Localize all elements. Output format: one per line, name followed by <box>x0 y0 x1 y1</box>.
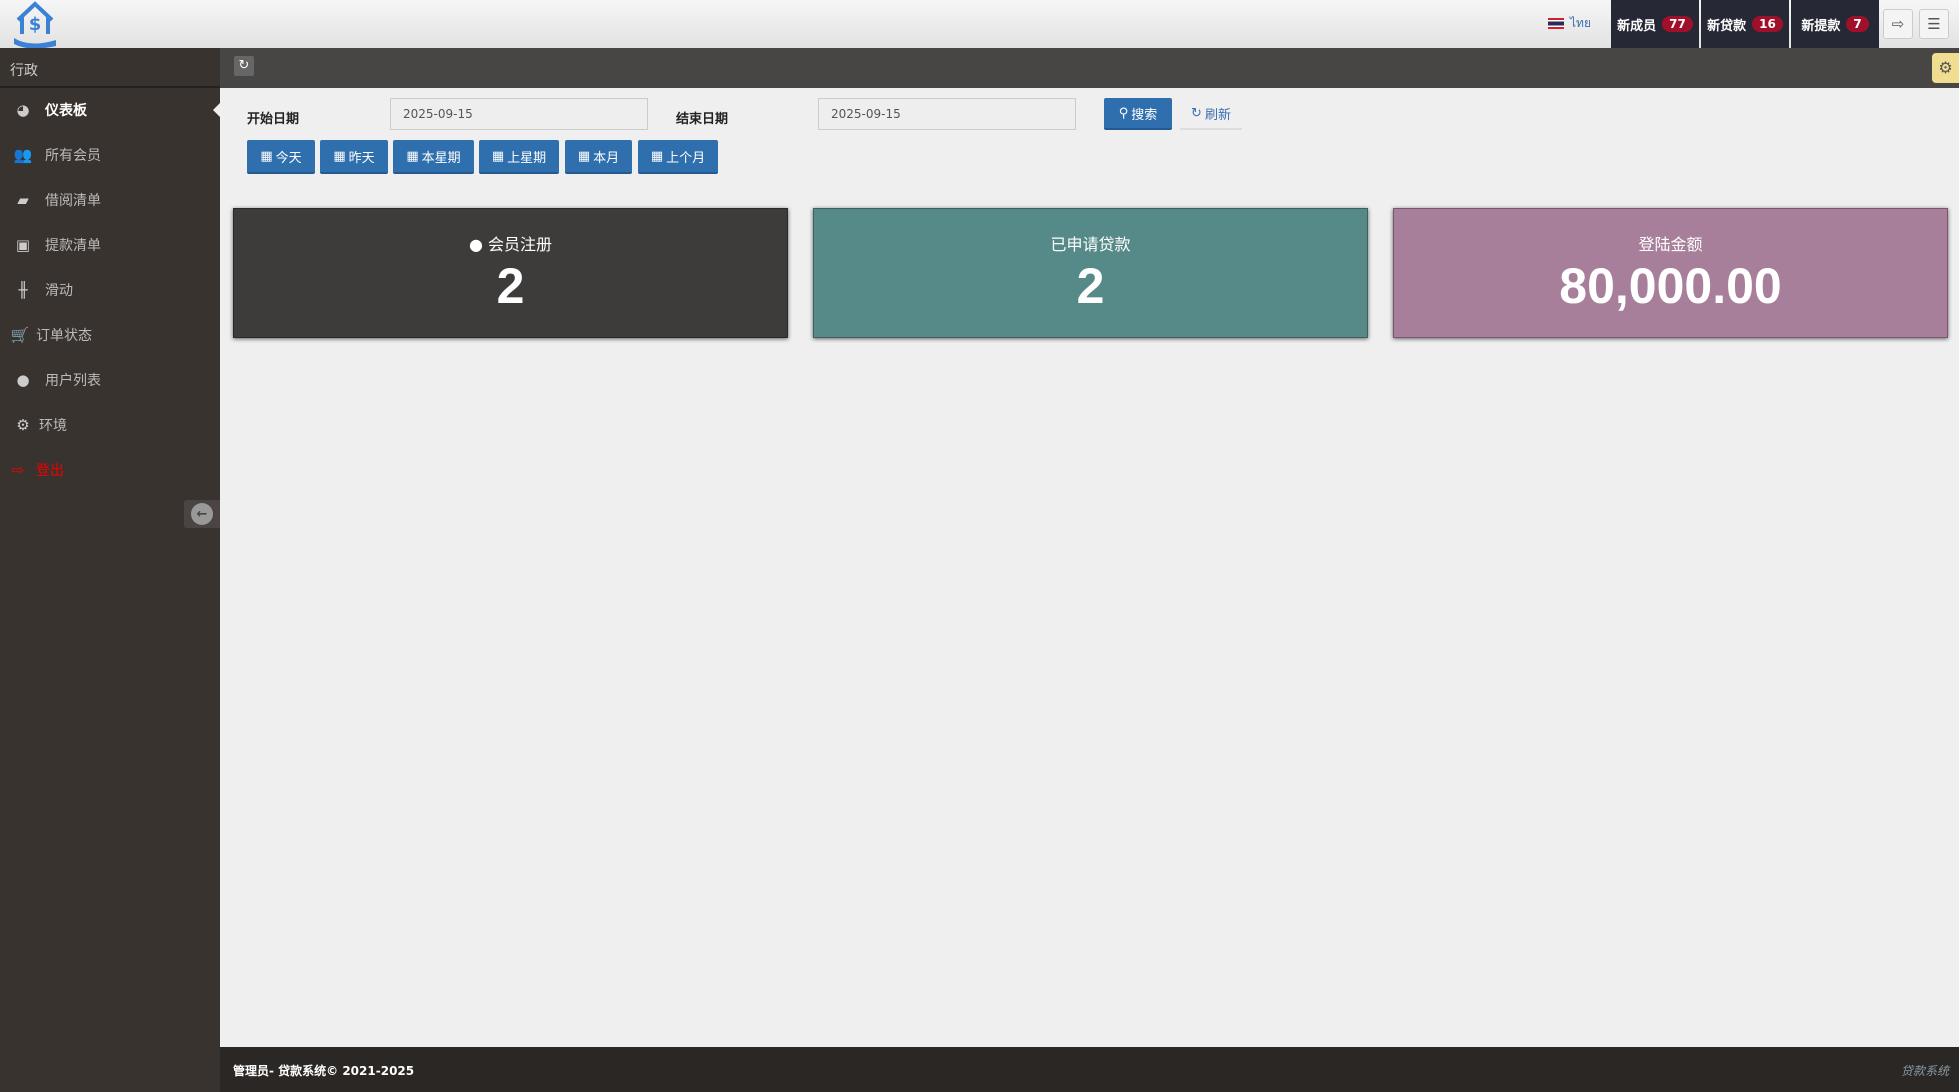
sidebar-item-label: 滑动 <box>45 283 73 299</box>
sign-out-icon: ⇨ <box>1891 15 1905 33</box>
stat-card-login-amount: 登陆金额 80,000.00 <box>1393 208 1948 338</box>
count-badge: 16 <box>1752 16 1783 32</box>
footer-brand: 贷款系统 <box>1900 1064 1949 1078</box>
refresh-button[interactable]: ↻ 刷新 <box>1180 98 1242 130</box>
refresh-label: 刷新 <box>1204 107 1231 123</box>
today-button[interactable]: ▦ 今天 <box>247 140 315 174</box>
thai-flag-icon <box>1548 18 1564 29</box>
sidebar-item-label: 登出 <box>36 463 64 479</box>
stat-title: 已申请贷款 <box>1050 235 1131 254</box>
yesterday-button[interactable]: ▦ 昨天 <box>320 140 388 174</box>
tab-label: 新贷款 <box>1707 18 1747 34</box>
search-icon: ⚲ <box>1118 105 1129 121</box>
button-label: 上星期 <box>507 150 547 166</box>
calendar-icon: ▦ <box>333 148 346 164</box>
money-icon: ▣ <box>15 236 31 254</box>
sub-toolbar: ↻ ⚙ <box>220 48 1959 88</box>
stat-value: 80,000.00 <box>1559 258 1782 314</box>
stat-value: 2 <box>496 258 525 314</box>
cart-icon: 🛒 <box>10 326 30 344</box>
button-label: 本星期 <box>421 150 461 166</box>
refresh-icon: ↻ <box>238 58 250 73</box>
user-icon: ● <box>16 371 30 389</box>
button-label: 上个月 <box>666 150 706 166</box>
stat-card-member-registrations: ● 会员注册 2 <box>233 208 788 338</box>
sidebar-item-withdrawals[interactable]: ▣ 提款清单 <box>0 225 220 265</box>
sidebar: 行政 ◕ 仪表板 👥 所有会员 ▰ 借阅清单 ▣ 提款清单 ╫ 滑动 🛒 订单状态 ● 用户列… <box>0 48 220 1092</box>
new-withdrawals-tab[interactable]: 新提款 7 <box>1791 0 1879 48</box>
tab-label: 新提款 <box>1801 18 1841 34</box>
footer: 管理员- 贷款系统© 2021-2025 贷款系统 <box>220 1047 1959 1092</box>
sidebar-item-label: 用户列表 <box>45 373 101 389</box>
reload-button[interactable]: ↻ <box>234 56 254 76</box>
calendar-icon: ▦ <box>491 148 505 164</box>
sidebar-item-dashboard[interactable]: ◕ 仪表板 <box>0 90 220 130</box>
end-date-input[interactable] <box>818 98 1076 130</box>
sidebar-item-label: 所有会员 <box>45 148 101 164</box>
search-label: 搜索 <box>1131 107 1158 123</box>
stat-title: 会员注册 <box>488 235 553 254</box>
search-button[interactable]: ⚲ 搜索 <box>1104 98 1172 130</box>
calendar-icon: ▦ <box>650 148 664 164</box>
stat-card-loans-applied: 已申请贷款 2 <box>813 208 1368 338</box>
refresh-icon: ↻ <box>1191 105 1202 121</box>
start-date-input[interactable] <box>390 98 648 130</box>
sidebar-item-label: 提款清单 <box>45 238 101 254</box>
last-week-button[interactable]: ▦ 上星期 <box>479 140 559 174</box>
language-label: ไทย <box>1570 16 1591 30</box>
end-date-label: 结束日期 <box>676 112 729 127</box>
svg-text:$: $ <box>29 14 42 35</box>
sidebar-item-members[interactable]: 👥 所有会员 <box>0 135 220 175</box>
gear-icon: ⚙ <box>16 416 30 434</box>
hamburger-icon: ☰ <box>1927 15 1941 33</box>
book-icon: ▰ <box>17 191 29 209</box>
button-label: 今天 <box>275 150 302 166</box>
users-icon: 👥 <box>13 146 33 164</box>
count-badge: 77 <box>1662 16 1693 32</box>
calendar-icon: ▦ <box>260 148 273 164</box>
copyright: 管理员- 贷款系统© 2021-2025 <box>233 1064 415 1078</box>
dashboard-icon: ◕ <box>16 101 30 119</box>
calendar-icon: ▦ <box>577 148 591 164</box>
last-month-button[interactable]: ▦ 上个月 <box>638 140 718 174</box>
sign-out-icon: ⇨ <box>11 461 25 479</box>
sidebar-item-slider[interactable]: ╫ 滑动 <box>0 270 220 310</box>
start-date-label: 开始日期 <box>247 112 300 127</box>
sidebar-item-logout[interactable]: ⇨ 登出 <box>0 450 220 490</box>
sidebar-item-users[interactable]: ● 用户列表 <box>0 360 220 400</box>
button-label: 昨天 <box>348 150 375 166</box>
language-selector[interactable]: ไทย <box>1548 14 1591 33</box>
collapse-sidebar-button[interactable]: ← <box>184 500 220 528</box>
this-month-button[interactable]: ▦ 本月 <box>565 140 632 174</box>
gear-icon: ⚙ <box>1938 58 1953 77</box>
stat-value: 2 <box>1076 258 1105 314</box>
this-week-button[interactable]: ▦ 本星期 <box>393 140 474 174</box>
sidebar-item-label: 仪表板 <box>45 103 87 119</box>
arrow-left-icon: ← <box>191 503 213 525</box>
calendar-icon: ▦ <box>406 148 419 164</box>
count-badge: 7 <box>1846 16 1869 32</box>
user-icon: ● <box>468 235 483 254</box>
sidebar-item-loans[interactable]: ▰ 借阅清单 <box>0 180 220 220</box>
button-label: 本月 <box>593 150 620 166</box>
logo-icon: $ <box>14 1 56 48</box>
new-loans-tab[interactable]: 新贷款 16 <box>1701 0 1789 48</box>
top-bar: $ ไทย 新成员 77 新贷款 16 新提款 7 ⇨ ☰ <box>0 0 1959 48</box>
sidebar-item-label: 环境 <box>39 418 67 434</box>
sidebar-item-label: 订单状态 <box>36 328 92 344</box>
sidebar-item-settings[interactable]: ⚙ 环境 <box>0 405 220 445</box>
stat-title: 登陆金额 <box>1638 235 1703 254</box>
logout-button[interactable]: ⇨ <box>1883 9 1913 39</box>
sidebar-item-label: 借阅清单 <box>45 193 101 209</box>
new-members-tab[interactable]: 新成员 77 <box>1611 0 1699 48</box>
settings-button[interactable]: ⚙ <box>1932 53 1959 83</box>
sidebar-title: 行政 <box>0 48 220 88</box>
sliders-icon: ╫ <box>18 281 28 299</box>
tab-label: 新成员 <box>1617 18 1657 34</box>
sidebar-item-order-status[interactable]: 🛒 订单状态 <box>0 315 220 355</box>
menu-button[interactable]: ☰ <box>1919 9 1949 39</box>
